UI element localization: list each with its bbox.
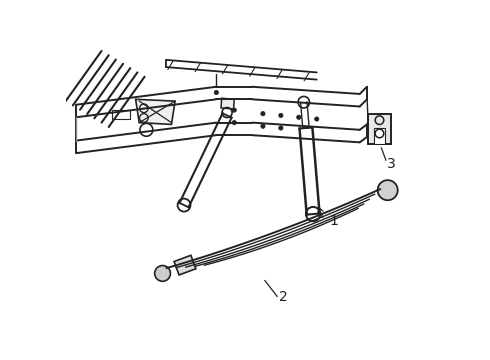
Polygon shape	[368, 114, 391, 144]
Circle shape	[232, 121, 236, 125]
Text: 3: 3	[387, 157, 395, 171]
Circle shape	[279, 113, 283, 118]
Circle shape	[214, 90, 219, 95]
Circle shape	[232, 108, 236, 112]
Circle shape	[315, 117, 319, 121]
Circle shape	[378, 180, 398, 200]
Circle shape	[279, 126, 283, 130]
Bar	[174, 255, 196, 275]
Text: 1: 1	[329, 214, 338, 228]
Circle shape	[261, 112, 265, 116]
Text: 2: 2	[279, 289, 288, 303]
Polygon shape	[374, 128, 385, 144]
Polygon shape	[221, 98, 234, 109]
Polygon shape	[136, 99, 175, 125]
Circle shape	[296, 115, 301, 120]
Circle shape	[261, 124, 265, 129]
Circle shape	[155, 266, 171, 281]
